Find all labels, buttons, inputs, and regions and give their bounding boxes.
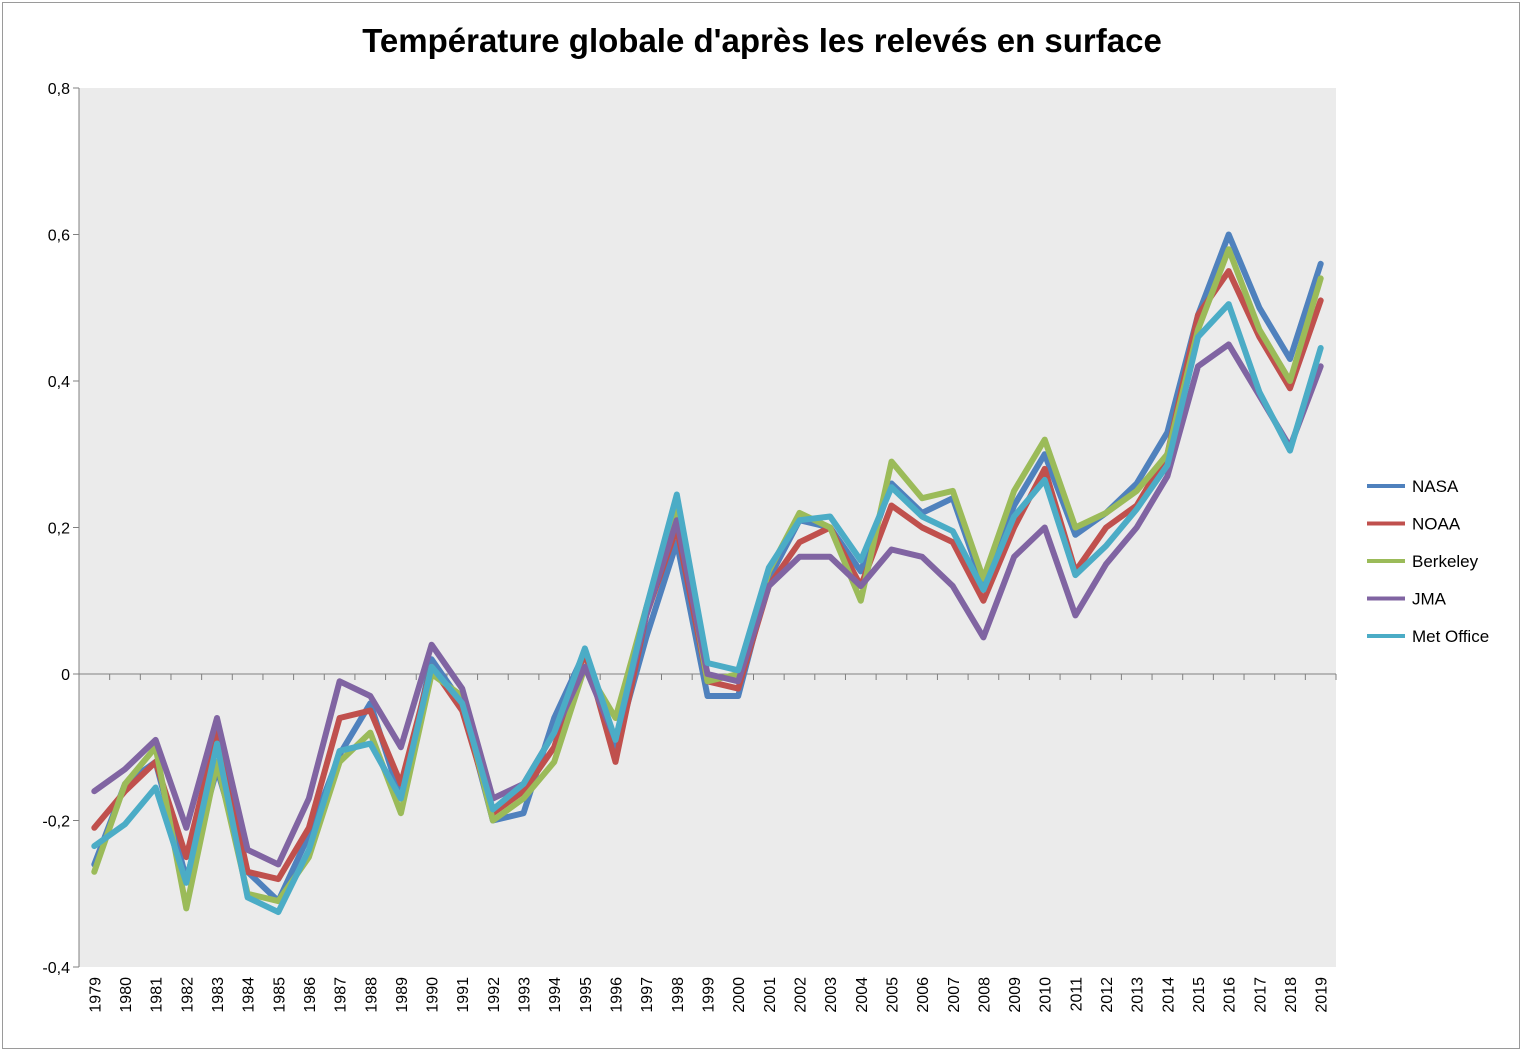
- x-tick-label: 1988: [363, 977, 380, 1013]
- x-tick-label: 1995: [578, 977, 595, 1013]
- x-tick-label: 2004: [854, 977, 871, 1013]
- legend: NASA NOAA Berkeley JMA Met Office: [1367, 477, 1489, 646]
- plot-area: [79, 88, 1336, 967]
- legend-label-met-office: Met Office: [1412, 627, 1489, 646]
- x-tick-label: 2015: [1191, 977, 1208, 1013]
- legend-label-berkeley: Berkeley: [1412, 552, 1479, 571]
- y-tick-label: 0,6: [48, 228, 70, 245]
- x-tick-label: 1983: [210, 977, 227, 1013]
- x-tick-label: 1989: [394, 977, 411, 1013]
- x-tick-label: 2013: [1130, 977, 1147, 1013]
- x-tick-label: 1980: [118, 977, 135, 1013]
- series-line-met-office: [91, 301, 1324, 916]
- series-line-jma: [91, 341, 1324, 868]
- x-tick-label: 2001: [762, 977, 779, 1013]
- x-tick-label: 1985: [271, 977, 288, 1013]
- x-tick-label: 1982: [179, 977, 196, 1013]
- x-tick-label: 2003: [823, 977, 840, 1013]
- x-tick-label: 2000: [731, 977, 748, 1013]
- x-tick-label: 2009: [1007, 977, 1024, 1013]
- y-tick-label: 0: [61, 667, 70, 684]
- y-tick-label: -0,4: [42, 960, 70, 977]
- x-tick-label: 1987: [333, 977, 350, 1013]
- x-axis: 1979 1980 1981 1982 1983 1984 1985 1986 1987 1988…: [78, 673, 1337, 1013]
- x-tick-label: 2016: [1222, 977, 1239, 1013]
- x-tick-label: 2006: [915, 977, 932, 1013]
- x-tick-label: 1986: [302, 977, 319, 1013]
- x-tick-label: 1981: [149, 977, 166, 1013]
- chart-title: Température globale d'après les relevés …: [362, 22, 1162, 59]
- series-lines: [91, 231, 1324, 916]
- x-tick-label: 1996: [609, 977, 626, 1013]
- x-tick-label: 2008: [976, 977, 993, 1013]
- x-tick-label: 2010: [1038, 977, 1055, 1013]
- x-tick-label: 2019: [1314, 977, 1331, 1013]
- x-tick-label: 2018: [1283, 977, 1300, 1013]
- x-tick-label: 1999: [701, 977, 718, 1013]
- x-tick-label: 1997: [639, 977, 656, 1013]
- legend-label-nasa: NASA: [1412, 477, 1459, 496]
- x-tick-label: 1991: [455, 977, 472, 1013]
- x-tick-label: 2007: [946, 977, 963, 1013]
- x-tick-label: 1994: [547, 977, 564, 1013]
- x-tick-label: 2011: [1068, 977, 1085, 1012]
- x-tick-label: 1979: [87, 977, 104, 1013]
- legend-label-jma: JMA: [1412, 590, 1447, 609]
- x-tick-label: 2005: [884, 977, 901, 1013]
- y-tick-label: 0,2: [48, 521, 70, 538]
- x-tick-label: 2002: [792, 977, 809, 1013]
- y-tick-label: -0,2: [42, 814, 70, 831]
- x-tick-label: 2012: [1099, 977, 1116, 1013]
- legend-label-noaa: NOAA: [1412, 515, 1461, 534]
- y-tick-label: 0,8: [48, 81, 70, 98]
- x-tick-label: 1990: [425, 977, 442, 1013]
- x-tick-label: 1984: [241, 977, 258, 1013]
- x-tick-label: 1992: [486, 977, 503, 1013]
- x-tick-label: 2014: [1160, 977, 1177, 1013]
- x-tick-label: 1993: [517, 977, 534, 1013]
- y-tick-label: 0,4: [48, 374, 70, 391]
- x-tick-label: 2017: [1252, 977, 1269, 1013]
- x-tick-label: 1998: [670, 977, 687, 1013]
- y-axis: -0,4 -0,2 0 0,2 0,4 0,6 0,8: [42, 81, 80, 977]
